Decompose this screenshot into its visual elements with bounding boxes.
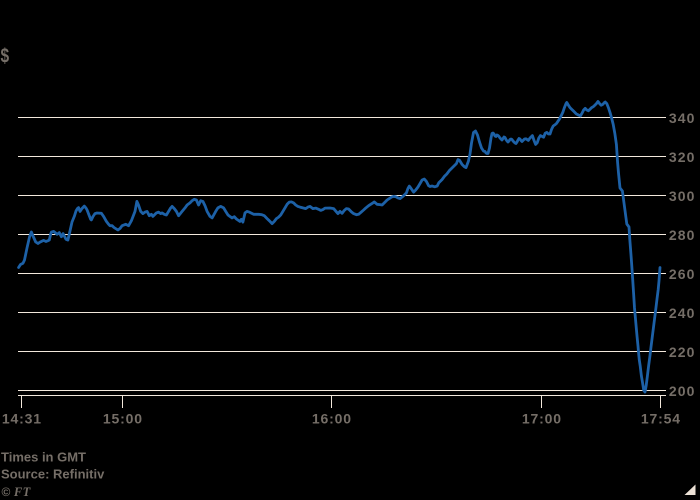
svg-text:$: $ [1, 45, 10, 68]
svg-text:200: 200 [669, 383, 696, 399]
svg-text:260: 260 [669, 266, 696, 282]
svg-text:300: 300 [669, 188, 696, 204]
svg-text:340: 340 [669, 110, 696, 126]
svg-text:16:00: 16:00 [312, 411, 352, 427]
svg-text:Source: Refinitiv: Source: Refinitiv [1, 467, 105, 482]
svg-text:220: 220 [669, 344, 696, 360]
svg-text:14:31: 14:31 [2, 411, 42, 427]
svg-text:©FT: © FT [2, 485, 32, 499]
svg-text:Times in GMT: Times in GMT [1, 450, 86, 465]
svg-text:320: 320 [669, 149, 696, 165]
svg-text:15:00: 15:00 [103, 411, 143, 427]
svg-text:280: 280 [669, 227, 696, 243]
svg-text:240: 240 [669, 305, 696, 321]
svg-text:17:00: 17:00 [522, 411, 562, 427]
svg-text:17:54: 17:54 [641, 411, 681, 427]
